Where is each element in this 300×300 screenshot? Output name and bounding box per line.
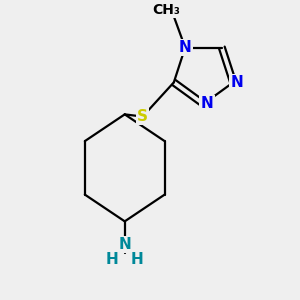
Text: N: N [118,237,131,252]
Text: N: N [230,75,243,90]
Text: H: H [106,252,118,267]
Text: N: N [201,97,213,112]
Text: H: H [131,252,144,267]
Text: S: S [137,109,148,124]
Text: N: N [179,40,191,55]
Text: CH₃: CH₃ [152,3,180,17]
